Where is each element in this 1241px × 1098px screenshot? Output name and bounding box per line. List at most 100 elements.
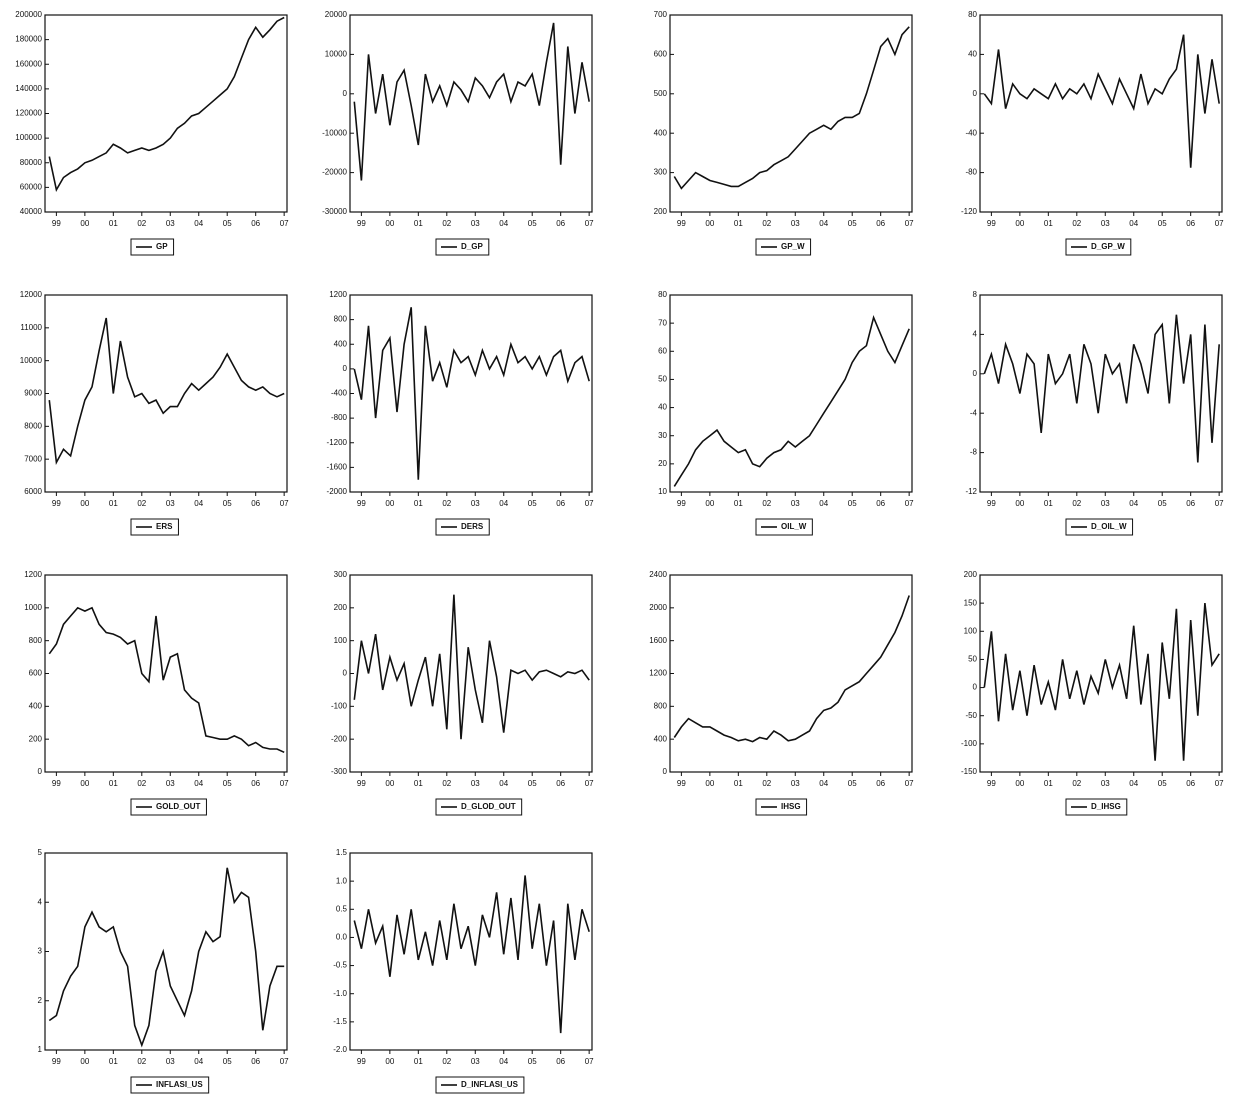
x-tick-label: 06 [876, 779, 885, 788]
plot-frame [349, 294, 593, 493]
x-tick-label: 01 [414, 219, 423, 228]
x-tick-label: 03 [166, 1057, 175, 1066]
x-tick-label: 05 [528, 1057, 537, 1066]
y-tick-label: -200 [331, 734, 348, 743]
panel: -30000 -20000 -10000 0 10000 20000 99 00 01 02 03 0… [322, 10, 594, 256]
x-tick-label: 04 [499, 499, 508, 508]
x-tick-label: 01 [109, 219, 118, 228]
y-tick-label: 600 [654, 50, 668, 59]
x-tick-label: 07 [280, 779, 289, 788]
x-tick-label: 04 [1129, 219, 1138, 228]
legend-box [755, 518, 813, 536]
y-tick-label: 800 [29, 636, 43, 645]
legend-text: INFLASI_US [156, 1080, 203, 1089]
panel: 200 300 400 500 600 700 99 00 01 02 03 04 05 06 07 GP_W [654, 10, 914, 256]
y-tick-label: 1200 [24, 570, 42, 579]
x-tick-label: 02 [137, 1057, 146, 1066]
y-tick-label: 10000 [325, 50, 348, 59]
y-tick-label: 0 [343, 669, 348, 678]
y-tick-label: 400 [654, 734, 668, 743]
series-line [48, 317, 285, 466]
y-tick-label: 0 [663, 767, 668, 776]
y-tick-label: 1600 [649, 636, 667, 645]
y-tick-label: -100 [331, 701, 348, 710]
y-tick-label: 5 [38, 848, 43, 857]
x-tick-label: 05 [223, 1057, 232, 1066]
y-tick-label: -300 [331, 767, 348, 776]
y-tick-label: -1200 [327, 438, 348, 447]
x-tick-label: 02 [442, 779, 451, 788]
legend-box [130, 798, 207, 816]
x-tick-label: 00 [80, 219, 89, 228]
legend-text: D_IHSG [1091, 802, 1121, 811]
x-tick-label: 00 [705, 779, 714, 788]
x-tick-label: 02 [762, 779, 771, 788]
y-tick-label: 0.5 [336, 904, 348, 913]
y-tick-label: 80000 [20, 158, 43, 167]
legend: DERS [435, 518, 490, 536]
x-tick-label: 06 [251, 499, 260, 508]
legend-box [1065, 518, 1134, 536]
x-tick-label: 99 [52, 779, 61, 788]
series-line [48, 16, 285, 193]
x-tick-label: 06 [556, 779, 565, 788]
series-line [673, 314, 910, 487]
x-tick-label: 01 [734, 779, 743, 788]
x-tick-label: 02 [1072, 219, 1081, 228]
panel: 10 20 30 40 50 60 70 80 99 00 01 02 03 04 05 06 07 OIL_W [658, 290, 914, 536]
legend-text: D_INFLASI_US [461, 1080, 519, 1089]
x-tick-label: 00 [705, 499, 714, 508]
x-tick-label: 01 [414, 1057, 423, 1066]
y-tick-label: 1200 [649, 669, 667, 678]
y-tick-label: -1.0 [333, 989, 347, 998]
y-tick-label: 0 [973, 89, 978, 98]
x-tick-label: 06 [251, 779, 260, 788]
x-tick-label: 02 [442, 499, 451, 508]
panel: -300 -200 -100 0 100 200 300 99 00 01 02 03 04 05 06 07… [331, 570, 594, 816]
x-tick-label: 02 [137, 779, 146, 788]
y-tick-label: 3 [38, 947, 43, 956]
x-tick-label: 01 [414, 779, 423, 788]
series-line [48, 606, 285, 754]
x-tick-label: 05 [223, 219, 232, 228]
x-tick-label: 01 [109, 779, 118, 788]
x-tick-label: 07 [280, 499, 289, 508]
x-tick-label: 02 [1072, 499, 1081, 508]
series-line [673, 595, 910, 743]
x-tick-label: 03 [166, 499, 175, 508]
x-tick-label: 99 [987, 219, 996, 228]
series-line [983, 34, 1220, 168]
x-tick-label: 01 [1044, 219, 1053, 228]
legend-box [435, 1076, 525, 1094]
y-tick-label: 2 [38, 996, 43, 1005]
x-tick-label: 07 [905, 779, 914, 788]
y-tick-label: 20000 [325, 10, 348, 19]
series-line [353, 594, 590, 740]
y-tick-label: -1600 [327, 462, 348, 471]
x-tick-label: 01 [109, 499, 118, 508]
x-tick-label: 05 [1158, 779, 1167, 788]
y-tick-label: 1 [38, 1045, 43, 1054]
y-tick-label: -12 [965, 487, 977, 496]
y-tick-label: 180000 [15, 35, 42, 44]
x-tick-label: 03 [166, 219, 175, 228]
y-tick-label: 1.0 [336, 876, 348, 885]
y-tick-label: 120000 [15, 109, 42, 118]
y-tick-label: -800 [331, 413, 348, 422]
y-tick-label: 8 [973, 290, 978, 299]
x-tick-label: 04 [499, 1057, 508, 1066]
x-tick-label: 99 [987, 779, 996, 788]
y-tick-label: 80 [968, 10, 977, 19]
y-tick-label: 12000 [20, 290, 43, 299]
panel: -150 -100 -50 0 50 100 150 200 99 00 01 02 03 04 05 06 0… [961, 570, 1224, 816]
y-tick-label: 1200 [329, 290, 347, 299]
legend-text: DERS [461, 522, 484, 531]
series-line [48, 867, 285, 1048]
plot-frame [44, 14, 288, 213]
legend-text: GP_W [781, 242, 805, 251]
x-tick-label: 07 [280, 219, 289, 228]
series-line [353, 307, 590, 480]
legend-text: D_GLOD_OUT [461, 802, 516, 811]
y-tick-label: -50 [965, 711, 977, 720]
y-tick-label: 500 [654, 89, 668, 98]
